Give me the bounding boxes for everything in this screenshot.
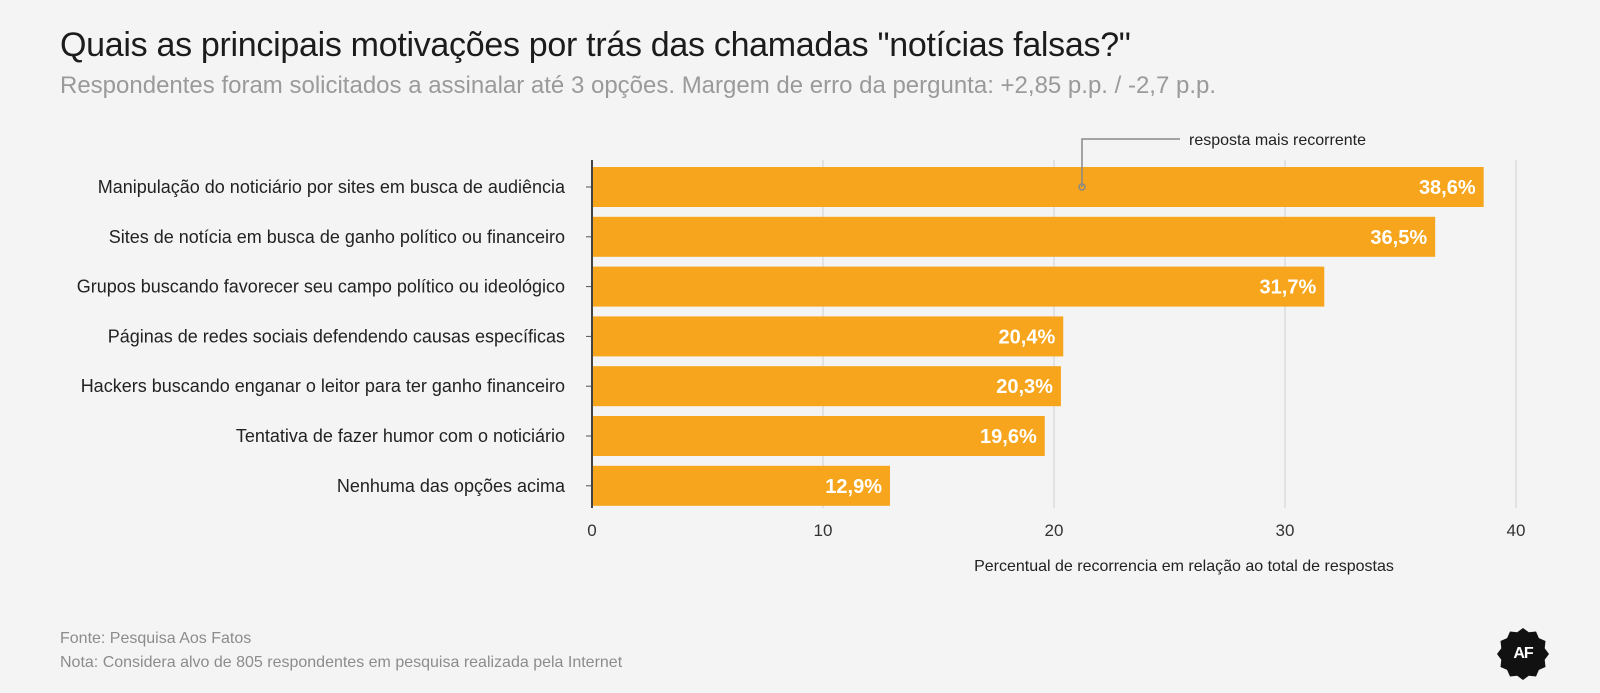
- x-tick-label: 0: [587, 521, 596, 540]
- category-label: Tentativa de fazer humor com o noticiári…: [236, 426, 565, 446]
- bar: [592, 167, 1484, 207]
- bar: [592, 216, 1436, 257]
- chart-subtitle: Respondentes foram solicitados a assinal…: [60, 72, 1217, 99]
- chart-title: Quais as principais motivações por trás …: [60, 26, 1131, 64]
- category-label: Nenhuma das opções acima: [337, 476, 566, 496]
- x-tick-label: 10: [814, 521, 833, 540]
- x-tick-label: 30: [1276, 521, 1295, 540]
- x-tick-label: 20: [1045, 521, 1064, 540]
- value-label: 20,4%: [999, 326, 1056, 348]
- value-label: 12,9%: [825, 476, 882, 498]
- value-label: 19,6%: [980, 426, 1037, 448]
- aos-fatos-logo: AF: [1496, 627, 1550, 681]
- bar: [592, 316, 1064, 357]
- category-label: Hackers buscando enganar o leitor para t…: [81, 376, 565, 396]
- x-tick-label: 40: [1507, 521, 1526, 540]
- bar: [592, 266, 1325, 307]
- category-label: Sites de notícia em busca de ganho polít…: [109, 227, 565, 247]
- annotation-marker: [1078, 183, 1086, 191]
- value-label: 31,7%: [1260, 277, 1317, 299]
- value-label: 38,6%: [1419, 177, 1476, 199]
- logo-text: AF: [1513, 645, 1533, 662]
- value-label: 36,5%: [1370, 227, 1427, 249]
- category-label: Manipulação do noticiário por sites em b…: [98, 177, 566, 197]
- category-label: Grupos buscando favorecer seu campo polí…: [77, 277, 565, 297]
- value-label: 20,3%: [996, 376, 1053, 398]
- bar: [592, 416, 1045, 456]
- source-note: Fonte: Pesquisa Aos Fatos: [60, 630, 252, 647]
- footnote: Nota: Considera alvo de 805 respondentes…: [60, 654, 623, 671]
- bar: [592, 465, 890, 506]
- bar: [592, 366, 1061, 407]
- annotation-leader: [1081, 138, 1180, 187]
- x-axis-title: Percentual de recorrencia em relação ao …: [974, 558, 1394, 575]
- logo-badge-icon: [1497, 628, 1549, 680]
- annotation-text: resposta mais recorrente: [1189, 132, 1366, 149]
- category-label: Páginas de redes sociais defendendo caus…: [108, 326, 565, 346]
